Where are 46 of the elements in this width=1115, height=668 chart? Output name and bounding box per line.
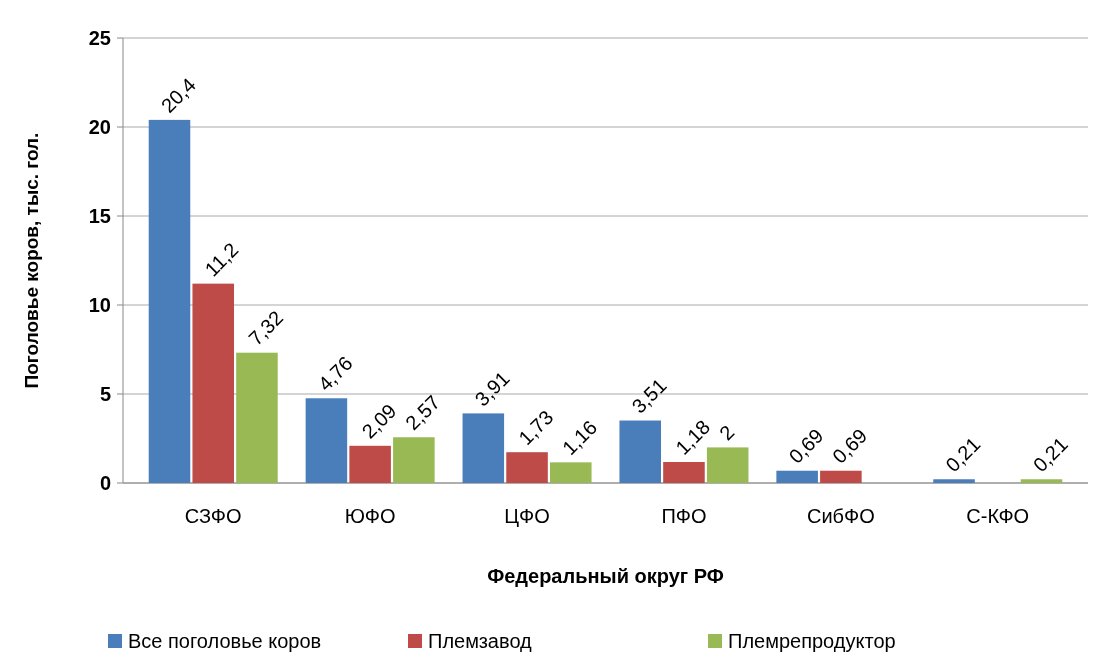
x-tick-label: ЮФО bbox=[344, 505, 396, 527]
x-tick-label: ПФО bbox=[661, 505, 707, 527]
data-label: 0,21 bbox=[941, 433, 985, 477]
bar bbox=[192, 283, 234, 483]
x-tick-label: ЦФО bbox=[504, 505, 550, 527]
data-label: 3,91 bbox=[470, 367, 514, 411]
data-label: 7,32 bbox=[244, 306, 288, 350]
bar bbox=[776, 470, 818, 483]
data-label: 0,21 bbox=[1028, 433, 1072, 477]
bar bbox=[506, 452, 548, 483]
legend-label: Племрепродуктор bbox=[728, 630, 896, 652]
y-axis-title: Поголовье коров, тыс. гол. bbox=[21, 132, 42, 389]
bar bbox=[820, 470, 862, 483]
data-label: 2,09 bbox=[357, 399, 401, 443]
data-label: 4,76 bbox=[313, 352, 357, 396]
x-axis-title: Федеральный округ РФ bbox=[487, 565, 724, 587]
x-tick-label: С-КФО bbox=[966, 505, 1030, 527]
data-label: 1,16 bbox=[558, 416, 602, 460]
data-label: 1,18 bbox=[671, 415, 715, 459]
bar bbox=[462, 413, 505, 483]
bar bbox=[619, 420, 661, 483]
y-tick-label: 0 bbox=[99, 472, 111, 494]
data-label: 2 bbox=[714, 420, 739, 445]
bar bbox=[148, 119, 191, 483]
bar bbox=[1020, 479, 1063, 483]
legend-label: Племзавод bbox=[428, 630, 533, 652]
bar bbox=[663, 462, 705, 483]
y-tick-label: 20 bbox=[88, 116, 111, 138]
data-label: 3,51 bbox=[627, 374, 671, 418]
legend-label: Все поголовье коров bbox=[128, 630, 322, 652]
x-tick-label: СЗФО bbox=[184, 505, 242, 527]
bar bbox=[349, 445, 391, 483]
y-tick-label: 5 bbox=[99, 383, 111, 405]
x-tick-label: СибФО bbox=[806, 505, 875, 527]
data-label: 0,69 bbox=[784, 424, 828, 468]
bar bbox=[933, 479, 975, 483]
y-tick-label: 10 bbox=[88, 294, 111, 316]
data-label: 1,73 bbox=[514, 405, 558, 450]
bar bbox=[236, 352, 278, 483]
data-label: 11,2 bbox=[200, 238, 243, 281]
bar bbox=[305, 398, 348, 483]
bar bbox=[393, 437, 435, 483]
y-tick-label: 15 bbox=[88, 205, 111, 227]
y-tick-label: 25 bbox=[88, 27, 111, 49]
bar bbox=[550, 462, 592, 483]
data-label: 0,69 bbox=[828, 424, 872, 468]
